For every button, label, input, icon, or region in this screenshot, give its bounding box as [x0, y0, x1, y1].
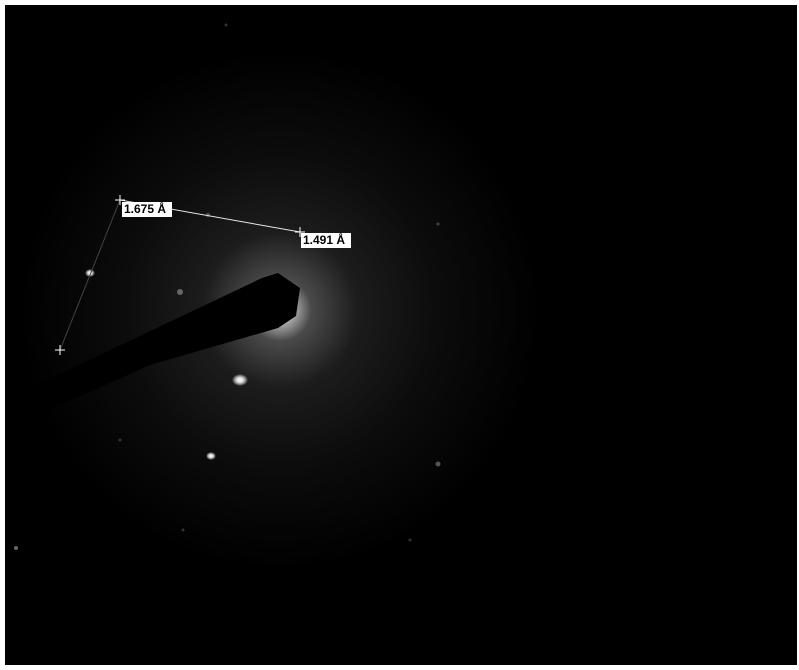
label-text: 1.491 Å	[303, 232, 345, 247]
diffraction-image: 1.675 Å 1.491 Å	[0, 0, 799, 670]
measurement-label: 1.675 Å	[122, 201, 172, 217]
measurement-label: 1.491 Å	[301, 232, 351, 248]
page: 1.675 Å 1.491 Å (() => { const data = JS…	[0, 0, 799, 670]
label-text: 1.675 Å	[124, 201, 166, 216]
diffuse-halo	[5, 5, 797, 665]
